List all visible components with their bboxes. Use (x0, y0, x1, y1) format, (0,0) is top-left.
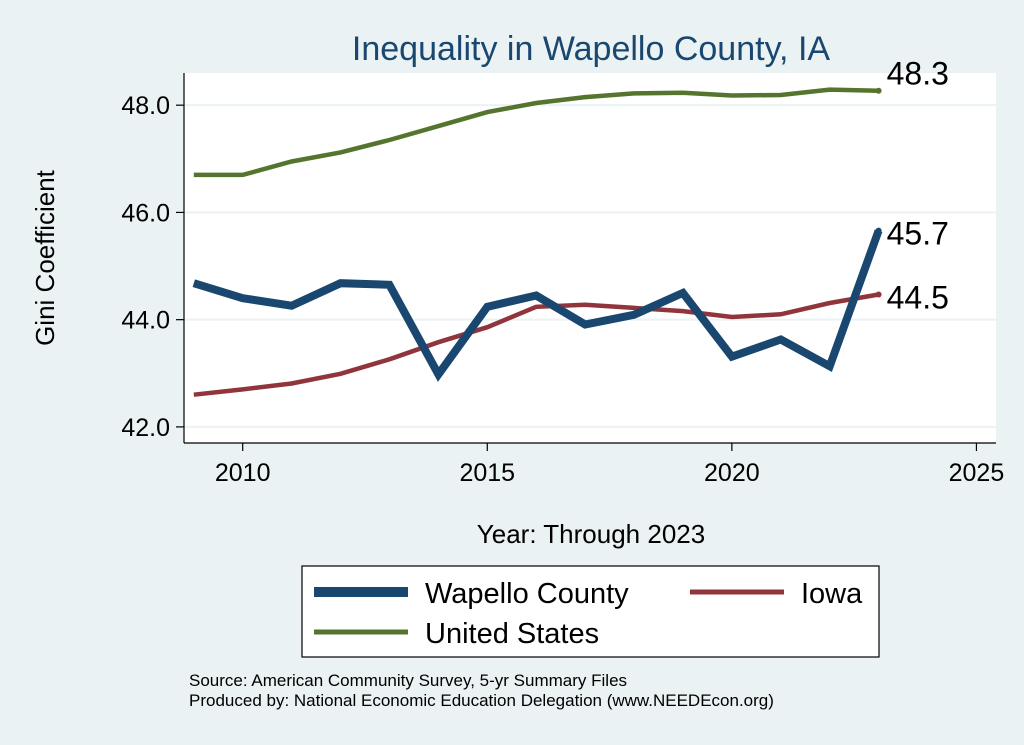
y-tick-label-42: 42.0 (121, 414, 170, 442)
y-tick-label-48: 48.0 (121, 92, 170, 120)
series-end-point-united-states (875, 87, 882, 94)
end-label-wapello-county: 45.7 (887, 216, 949, 252)
legend-box (301, 565, 880, 658)
x-tick-label-2025: 2025 (949, 459, 1005, 487)
y-axis-label: Gini Coefficient (30, 169, 60, 346)
end-label-iowa: 44.5 (887, 279, 949, 315)
source-note: Source: American Community Survey, 5-yr … (189, 671, 628, 690)
legend: Wapello County Iowa United States (301, 565, 880, 658)
gridlines (184, 104, 996, 428)
x-axis-label: Year: Through 2023 (477, 519, 705, 549)
x-tick-label-2015: 2015 (459, 459, 515, 487)
series-line-united-states (193, 87, 879, 178)
x-tick-label-2020: 2020 (704, 459, 760, 487)
plot-area (184, 73, 996, 443)
y-tick-label-46: 46.0 (121, 199, 170, 227)
producer-note: Produced by: National Economic Education… (189, 691, 774, 710)
legend-label-wapello: Wapello County (425, 578, 629, 610)
series-line-wapello-county (192, 229, 883, 382)
y-tick-label-44: 44.0 (121, 307, 170, 335)
series-end-point-wapello-county (875, 227, 882, 234)
chart-title: Inequality in Wapello County, IA (352, 30, 830, 68)
series-line-iowa (193, 292, 879, 397)
end-label-united-states: 48.3 (887, 56, 949, 92)
legend-label-us: United States (425, 618, 599, 650)
series-layer (192, 87, 883, 397)
x-tick-label-2010: 2010 (215, 459, 271, 487)
axes: 42.0 44.0 46.0 48.0 2010 2015 2020 2025 (121, 73, 1004, 487)
legend-label-iowa: Iowa (801, 578, 863, 610)
end-labels: 45.7 44.5 48.3 (887, 56, 949, 316)
series-end-point-iowa (875, 291, 882, 298)
